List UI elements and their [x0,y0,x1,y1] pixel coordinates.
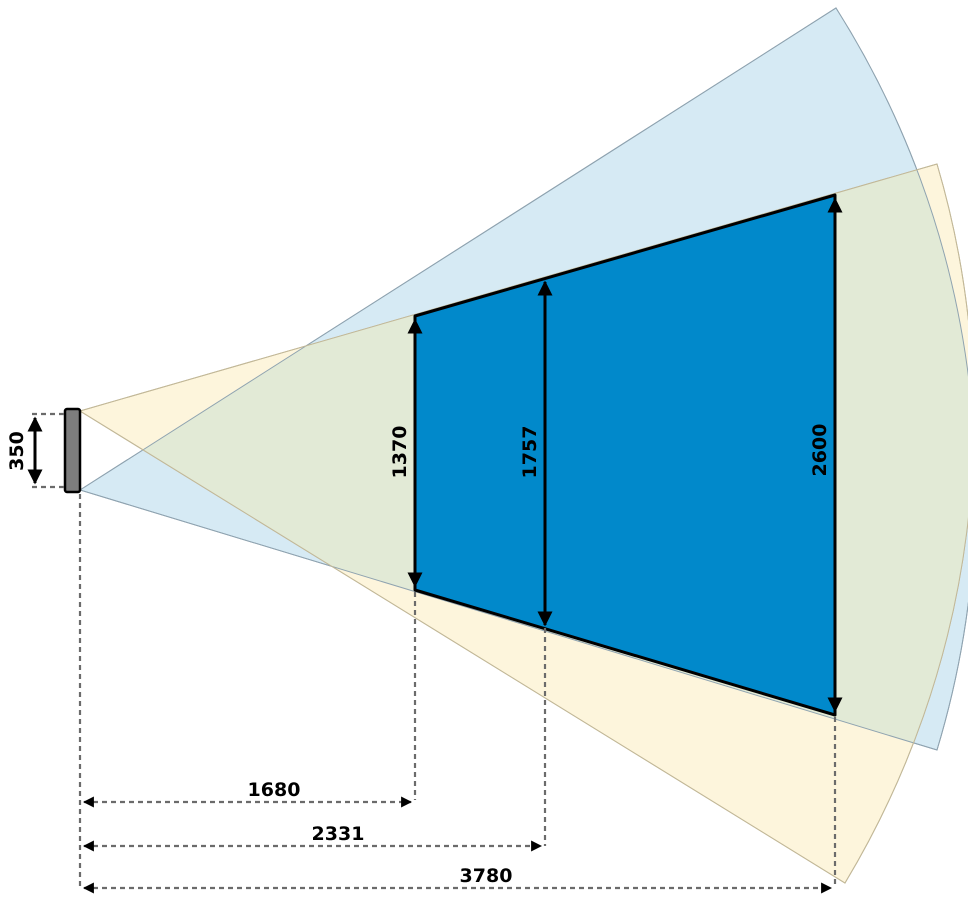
device-height-label: 350 [6,431,28,471]
distance-label-3: 3780 [460,865,513,887]
distance-label-1: 1680 [248,779,301,801]
distance-label-2: 2331 [312,823,365,845]
guide-lines [32,412,837,888]
distance-dimension-3: 3780 [82,865,833,894]
height-label-2: 1757 [519,426,541,479]
height-dimension-1: 1370 [389,318,423,588]
upper-field-of-view-edge [78,7,968,751]
height-label-1: 1370 [389,426,411,479]
device [63,407,82,494]
height-dimension-3: 2600 [809,197,843,713]
distance-dimension-1: 1680 [82,779,413,808]
lower-field-of-view-edge [78,163,968,884]
distance-dimension-2: 2331 [82,823,543,852]
height-dimension-2: 1757 [519,280,553,627]
device-height-dimension: 350 [6,416,43,485]
height-label-3: 2600 [809,424,831,477]
